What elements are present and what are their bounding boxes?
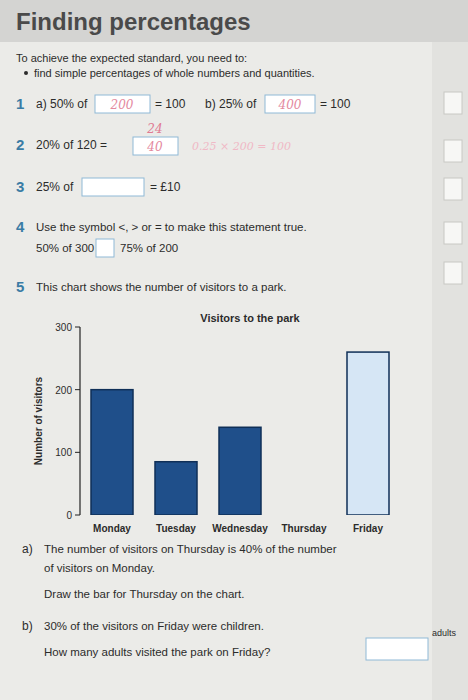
y-tick-label: 0 [66, 510, 72, 521]
question-text: The number of visitors on Thursday is 40… [44, 543, 337, 555]
question-number: 1 [16, 95, 24, 112]
answer-box [265, 95, 315, 113]
y-tick-label: 100 [55, 447, 72, 458]
objective-text: find simple percentages of whole numbers… [34, 67, 315, 79]
part-label: b) [22, 619, 33, 633]
x-tick-label: Friday [353, 523, 383, 534]
answer-box [133, 137, 178, 155]
handwritten-answer: 40 [146, 140, 163, 154]
part-label: a) [22, 542, 33, 556]
question-text: 20% of 120 = [36, 138, 107, 152]
intro-text: To achieve the expected standard, you ne… [16, 52, 247, 64]
bars [91, 352, 389, 515]
question-text: 50% of 300 [36, 242, 94, 254]
margin-strip [432, 42, 468, 700]
bar [219, 427, 261, 515]
margin-check-box [444, 178, 462, 200]
page-background [0, 0, 468, 700]
answer-box [366, 638, 428, 660]
question-text: = 100 [155, 97, 186, 111]
question-text: Use the symbol <, > or = to make this st… [36, 221, 307, 233]
question-text: = £10 [150, 180, 181, 194]
y-axis-label: Number of visitors [33, 376, 44, 465]
bar [155, 462, 197, 515]
y-tick [75, 452, 80, 453]
page-title: Finding percentages [16, 8, 251, 35]
question-text: = 100 [320, 97, 351, 111]
y-tick-label: 200 [55, 385, 72, 396]
question-text: of visitors on Monday. [44, 562, 155, 574]
answer-box [96, 239, 114, 257]
margin-check-box [444, 262, 462, 284]
bullet [24, 71, 28, 75]
question-text: 25% of [36, 180, 74, 194]
question-text: 30% of the visitors on Friday were child… [44, 620, 264, 632]
question-text: a) 50% of [36, 97, 88, 111]
x-tick-label: Thursday [281, 523, 326, 534]
x-tick-label: Monday [93, 523, 131, 534]
header-band [0, 0, 468, 42]
worksheet-page: Finding percentages To achieve the expect… [0, 0, 468, 700]
unit-label: adults [432, 628, 457, 638]
margin-check-box [444, 140, 462, 162]
bar [91, 390, 133, 515]
y-tick [75, 327, 80, 328]
y-tick-label: 300 [55, 322, 72, 333]
question-text: Draw the bar for Thursday on the chart. [44, 588, 245, 600]
chart-title: Visitors to the park [200, 312, 300, 324]
question-number: 2 [16, 136, 24, 153]
x-tick-label: Tuesday [156, 523, 196, 534]
answer-box [95, 95, 150, 113]
question-text: 75% of 200 [120, 242, 178, 254]
question-text: How many adults visited the park on Frid… [44, 646, 270, 658]
handwritten-working: 0.25 × 200 = 100 [192, 140, 291, 153]
margin-check-box [444, 92, 462, 114]
y-tick [75, 515, 80, 516]
bar-chart: Visitors to the park Number of visitors 0 1… [33, 312, 389, 534]
handwritten-answer: 400 [278, 98, 302, 112]
answer-box [82, 178, 144, 196]
question-number: 5 [16, 278, 24, 295]
question-number: 4 [16, 218, 25, 235]
question-text: b) 25% of [205, 97, 257, 111]
question-text: This chart shows the number of visitors … [36, 281, 287, 293]
margin-check-box [444, 222, 462, 244]
question-number: 3 [16, 178, 24, 195]
handwritten-answer: 200 [110, 98, 134, 112]
bar [347, 352, 389, 515]
y-tick [75, 389, 80, 390]
handwritten-correction: 24 [146, 122, 162, 136]
x-tick-label: Wednesday [212, 523, 268, 534]
y-axis-line [79, 327, 80, 515]
